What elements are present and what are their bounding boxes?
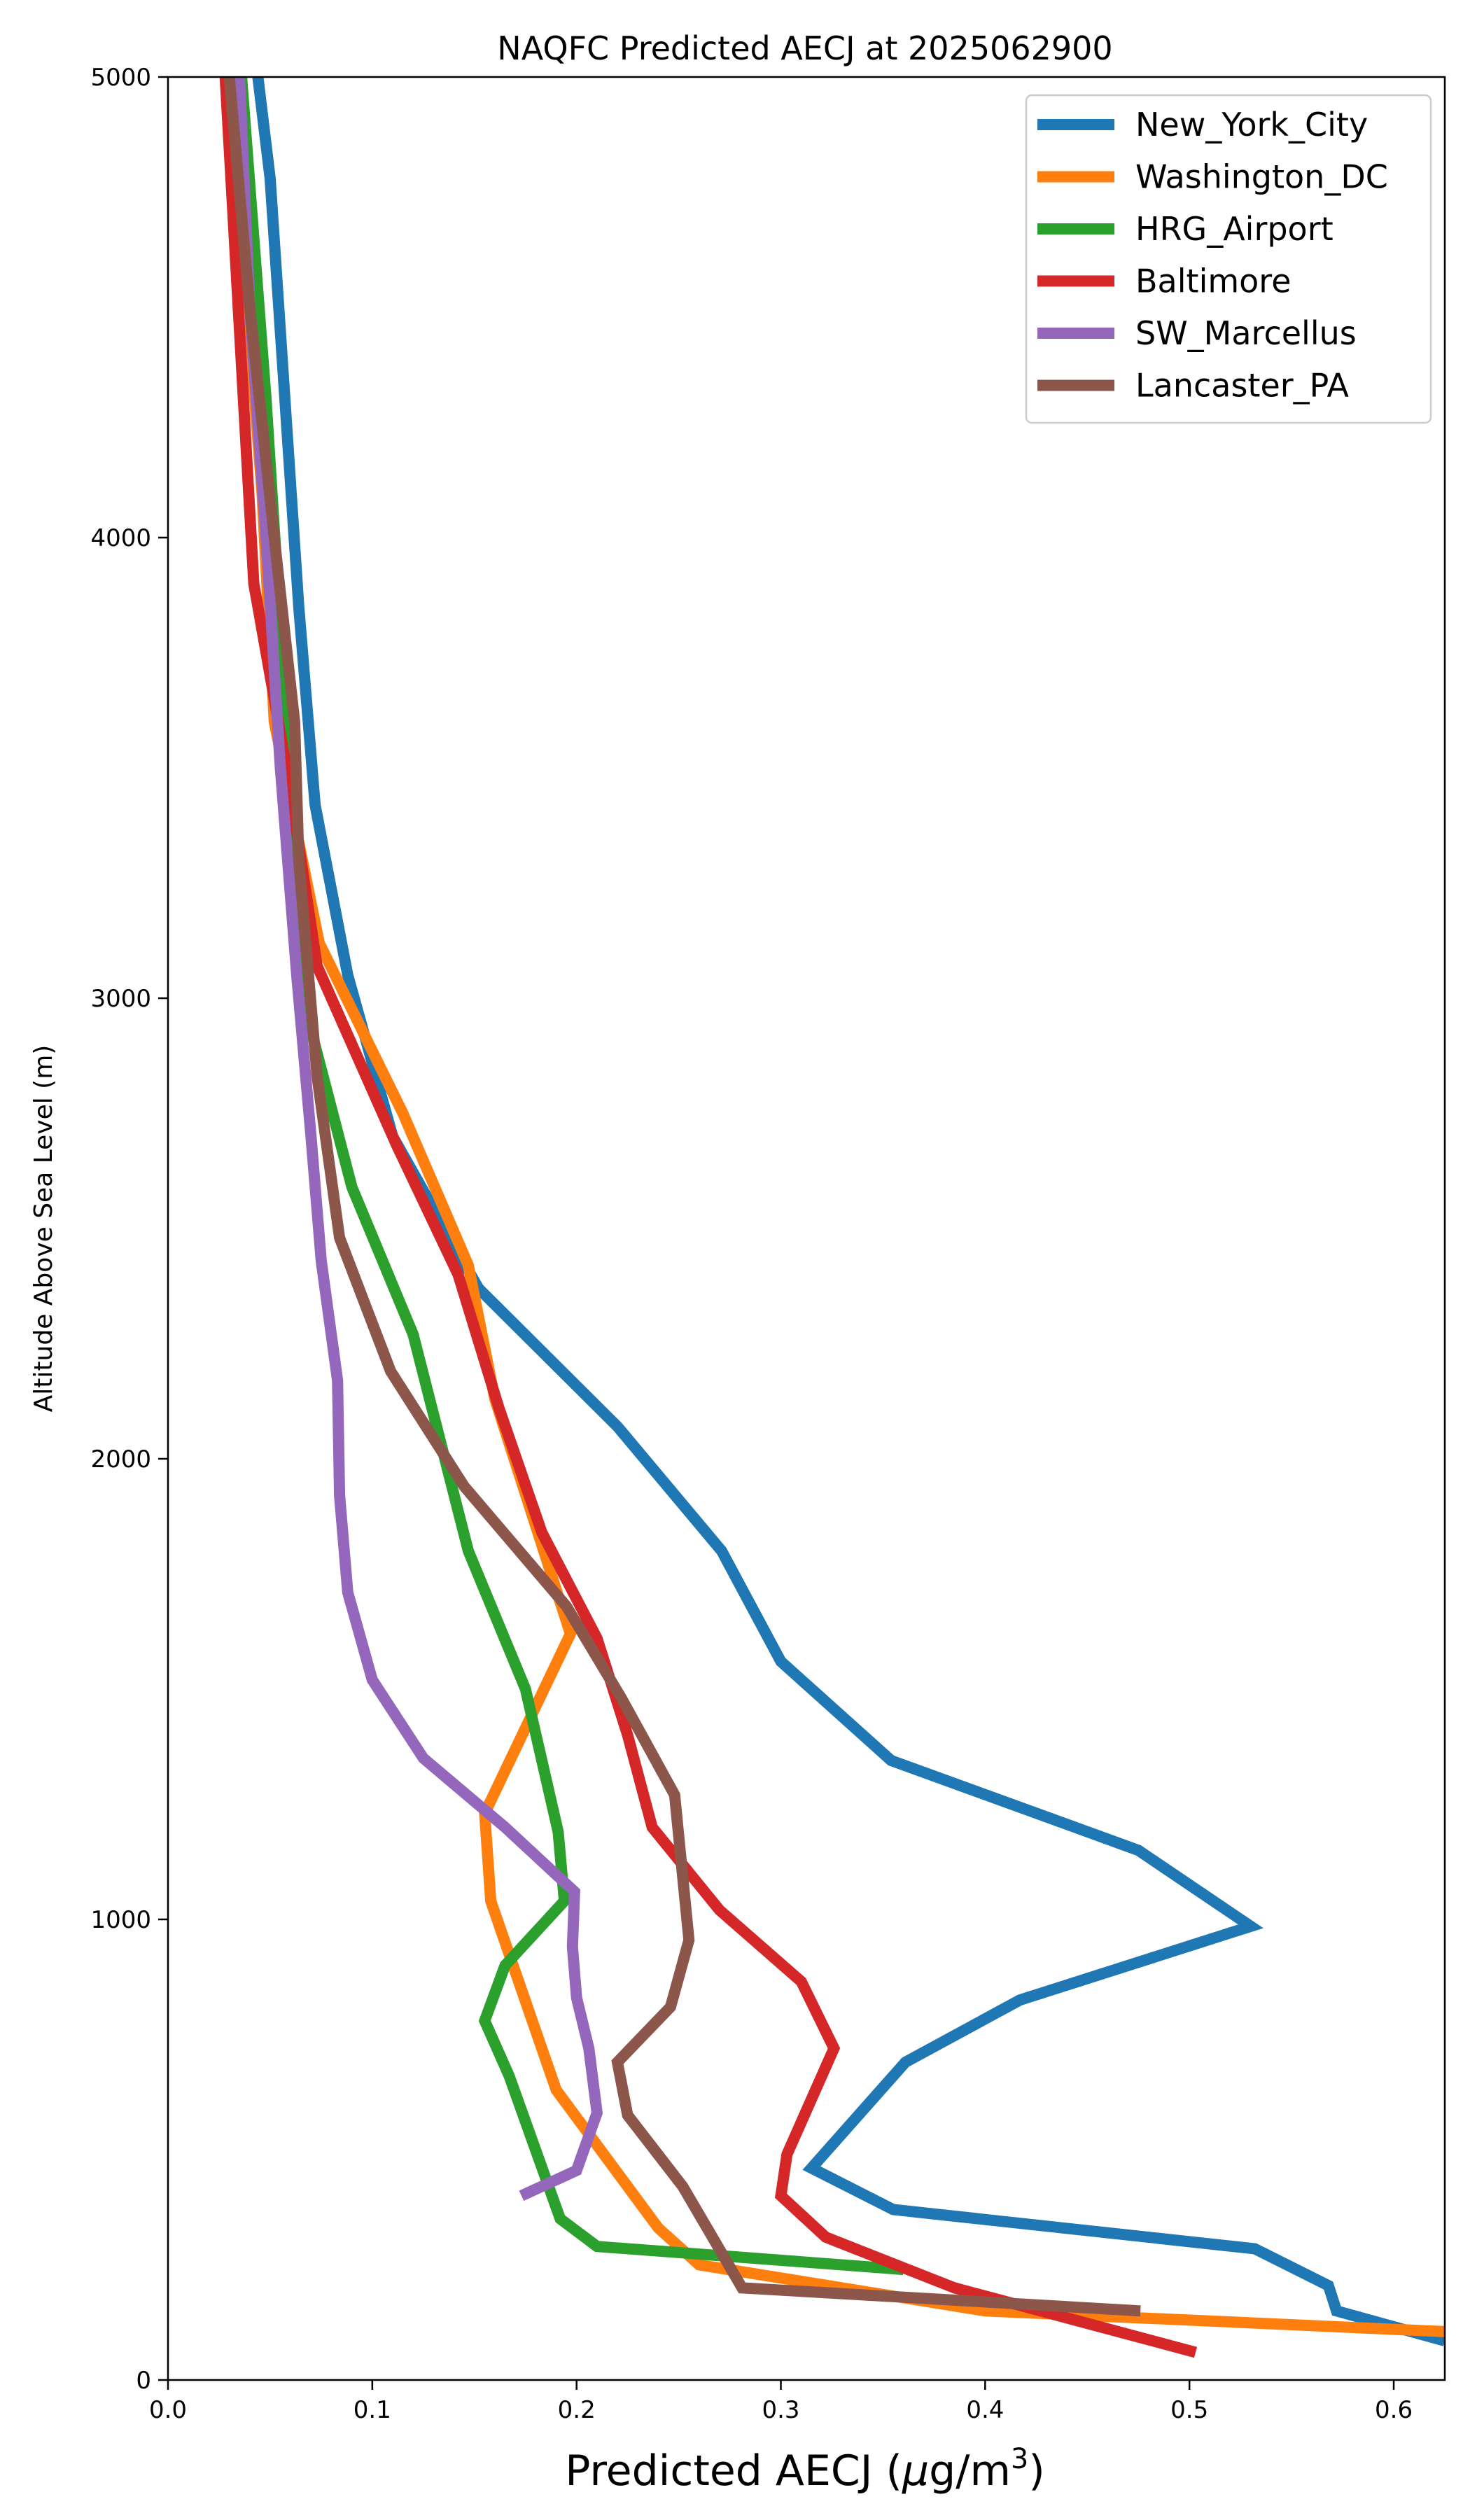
x-tick-label: 0.2 [558, 2396, 596, 2424]
y-tick-label: 0 [136, 2367, 151, 2395]
y-tick-label: 4000 [90, 524, 151, 552]
series-layer [219, 77, 1445, 2358]
x-axis-label-main: Predicted AECJ ( [565, 2446, 902, 2496]
legend-label: New_York_City [1135, 106, 1368, 144]
legend-label: Washington_DC [1135, 158, 1388, 196]
chart-title: NAQFC Predicted AECJ at 2025062900 [497, 29, 1112, 67]
x-axis-label: Predicted AECJ (μg/m3) [565, 2443, 1045, 2496]
x-axis-label-close: ) [1028, 2446, 1044, 2496]
legend-label: Baltimore [1135, 262, 1292, 300]
series-line-sw-marcellus [234, 77, 603, 2202]
legend: New_York_City Washington_DC HRG_Airport Bal… [1025, 94, 1432, 424]
x-tick-label: 0.1 [354, 2396, 391, 2424]
y-axis-label: Altitude Above Sea Level (m) [29, 1045, 58, 1413]
x-axis-ticks: 0.0 0.1 0.2 0.3 0.4 0.5 0.6 [149, 2380, 1413, 2424]
plot-frame [167, 76, 1446, 2381]
legend-label: SW_Marcellus [1135, 314, 1357, 352]
legend-entries: New_York_City Washington_DC HRG_Airport Bal… [1037, 106, 1388, 405]
legend-label: Lancaster_PA [1135, 367, 1349, 405]
legend-frame [1025, 94, 1432, 424]
y-tick-label: 5000 [90, 64, 151, 92]
legend-label: HRG_Airport [1135, 210, 1334, 248]
series-line-lancaster-pa [223, 77, 1141, 2317]
series-line-baltimore [219, 77, 1198, 2358]
x-axis-label-superscript: 3 [1011, 2443, 1028, 2475]
y-axis-ticks: 0 1000 2000 3000 4000 5000 [90, 64, 168, 2395]
x-axis-label-mu: μ [902, 2446, 929, 2496]
y-tick-label: 1000 [90, 1906, 151, 1934]
series-line-new-york-city [252, 77, 1445, 2346]
x-tick-label: 0.3 [762, 2396, 799, 2424]
y-tick-label: 3000 [90, 985, 151, 1013]
y-tick-label: 2000 [90, 1446, 151, 1474]
x-tick-label: 0.4 [966, 2396, 1004, 2424]
x-axis-label-unit: g/m [929, 2446, 1011, 2496]
x-tick-label: 0.5 [1170, 2396, 1208, 2424]
x-tick-label: 0.0 [149, 2396, 187, 2424]
x-tick-label: 0.6 [1375, 2396, 1413, 2424]
